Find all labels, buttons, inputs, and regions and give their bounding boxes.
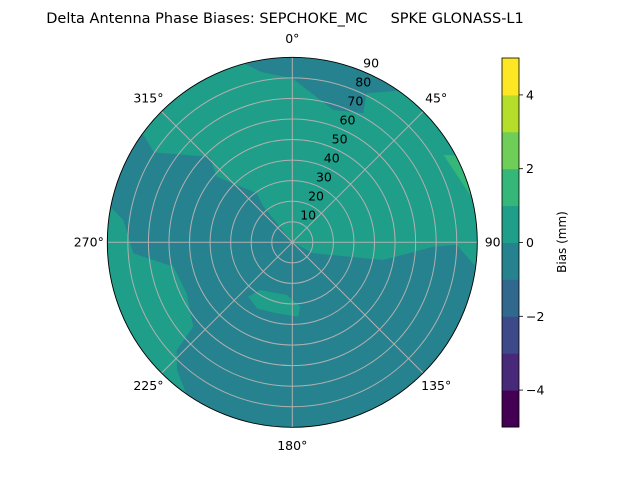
radial-tick-label: 40: [324, 150, 340, 165]
radial-tick-label: 20: [308, 188, 324, 203]
angle-tick-label: 225°: [133, 378, 163, 393]
colorbar-band: [502, 390, 519, 428]
angular-gridline: [291, 241, 424, 374]
colorbar-band: [502, 316, 519, 354]
polar-grid: [107, 57, 478, 428]
radial-tick-label: 80: [355, 74, 371, 89]
colorbar-band: [502, 242, 519, 280]
angle-tick-label: 270°: [74, 234, 104, 249]
contour-region-3: [443, 154, 475, 198]
colorbar-tick-label: 4: [526, 87, 534, 102]
angle-tick-label: 315°: [133, 90, 163, 105]
polar-frame: [106, 56, 478, 428]
radial-tick-label: 70: [347, 93, 363, 108]
angular-gridline: [291, 111, 424, 243]
angular-gridline: [161, 241, 293, 374]
radial-tick-label: 90: [363, 55, 379, 70]
colorbar-band: [502, 168, 519, 207]
colorbar-tick-label: −4: [526, 383, 544, 398]
contour-region-0: [142, 61, 478, 267]
colorbar-band: [502, 279, 519, 317]
radial-tick-label: 50: [332, 131, 348, 146]
angle-tick-label: 135°: [421, 378, 451, 393]
colorbar: −4 −2 0 2 4: [501, 57, 544, 428]
angle-tick-label: 180°: [277, 438, 307, 453]
colorbar-band: [502, 131, 519, 170]
colorbar-band: [502, 94, 519, 133]
angle-tick-label: 90°: [485, 234, 507, 249]
colorbar-tick-label: 2: [526, 161, 534, 176]
colorbar-tick-label: 0: [526, 235, 534, 250]
colorbar-band: [502, 58, 519, 96]
contour-region-2: [248, 290, 301, 317]
colorbar-label: Bias (mm): [555, 211, 569, 273]
colorbar-band: [502, 205, 519, 243]
angular-gridline: [161, 111, 293, 243]
colorbar-tick-label: −2: [526, 309, 544, 324]
radial-tick-label: 10: [300, 207, 316, 222]
colorbar-band: [502, 353, 519, 391]
contour-region-1: [107, 207, 194, 394]
polar-tick-labels: 0° 45° 90° 135° 180° 225° 270° 315° 10 20 30 40 50 60…: [74, 31, 507, 453]
chart-title: Delta Antenna Phase Biases: SEPCHOKE_MC …: [46, 11, 523, 27]
radial-tick-label: 30: [316, 169, 332, 184]
angle-tick-label: 45°: [425, 90, 447, 105]
angle-tick-label: 0°: [285, 31, 299, 46]
radial-tick-label: 60: [340, 112, 356, 127]
